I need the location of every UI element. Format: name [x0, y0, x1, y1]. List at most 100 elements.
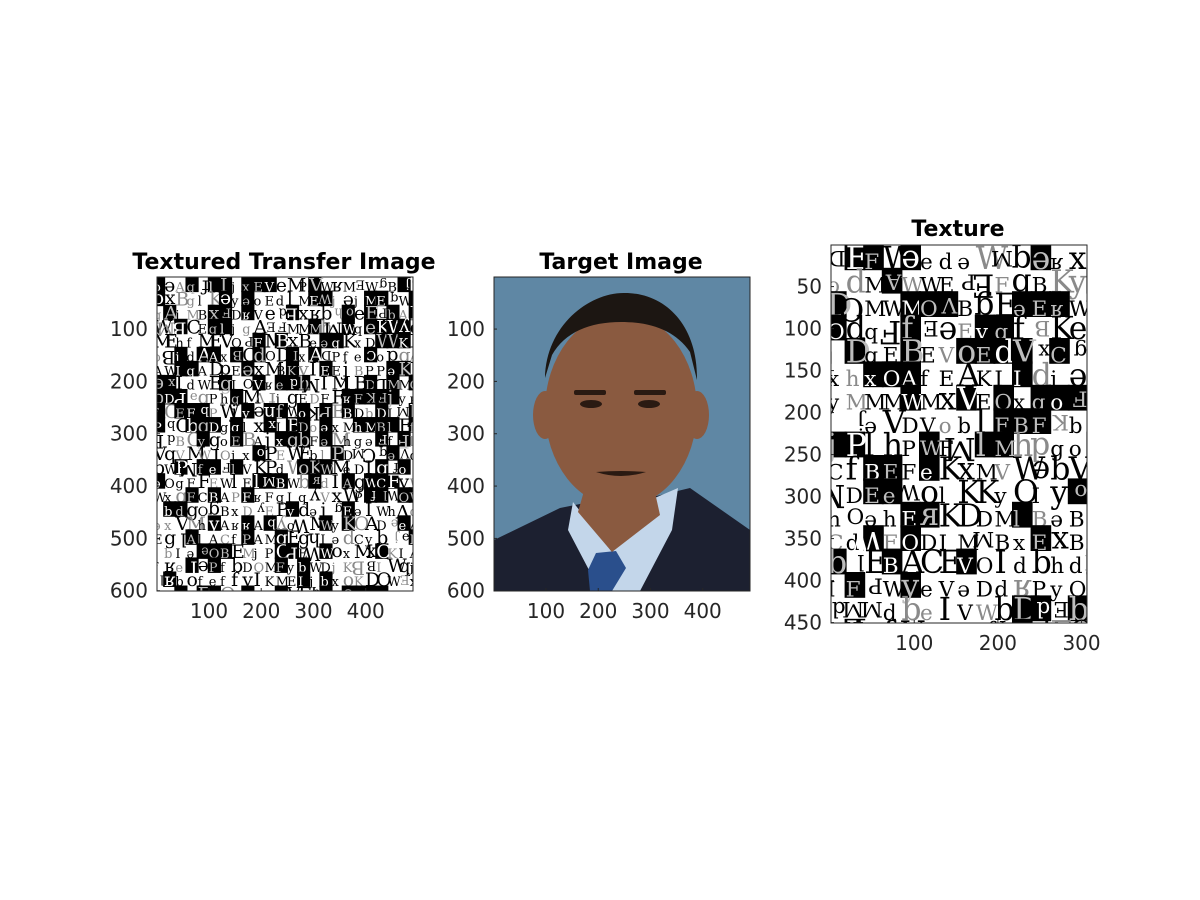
texture-cell	[285, 346, 300, 363]
texture-glyph: ʁ	[231, 519, 239, 534]
texture-cell	[185, 360, 199, 377]
texture-glyph: F	[1050, 615, 1072, 651]
texture-glyph: I	[175, 373, 182, 395]
texture-glyph: ʁ	[164, 569, 176, 591]
texture-glyph: D	[976, 578, 993, 603]
texture-glyph: d	[343, 527, 355, 549]
texture-cell	[386, 304, 400, 321]
texture-glyph: F	[397, 430, 410, 452]
texture-glyph: l	[220, 323, 224, 338]
texture-glyph: K	[976, 367, 993, 392]
texture-glyph: P	[244, 333, 253, 348]
panel2-title: Target Image	[539, 250, 702, 275]
texture-glyph: W	[897, 479, 920, 504]
texture-glyph: ə	[957, 250, 970, 275]
texture-cell	[1012, 338, 1033, 364]
portrait-brow-right	[634, 390, 666, 395]
texture-glyph: o	[410, 317, 421, 339]
texture-glyph: E	[231, 435, 241, 450]
texture-cell	[919, 455, 940, 481]
y-tick-label: 250	[784, 443, 822, 467]
texture-glyph: g	[231, 583, 243, 605]
texture-glyph: g	[220, 421, 228, 436]
texture-cell	[319, 515, 333, 531]
y-tick-label: 100	[447, 317, 485, 341]
texture-glyph: l	[827, 414, 834, 439]
texture-cell	[241, 487, 255, 503]
texture-glyph: b	[901, 592, 921, 628]
texture-glyph: O	[354, 513, 370, 535]
y-tick-label: 200	[784, 401, 822, 425]
texture-cell	[319, 585, 333, 591]
texture-glyph: O	[220, 583, 236, 605]
texture-glyph: I	[994, 367, 1003, 392]
texture-glyph: M	[343, 280, 356, 295]
texture-glyph: l	[410, 435, 414, 450]
texture-cell	[386, 332, 400, 349]
texture-glyph: M	[298, 323, 311, 338]
texture-cell	[297, 374, 311, 391]
texture-glyph: M	[352, 445, 365, 460]
texture-glyph: K	[410, 359, 425, 381]
texture-glyph: B	[198, 308, 208, 323]
texture-glyph: l	[383, 487, 387, 502]
texture-glyph: e	[354, 351, 362, 366]
texture-glyph: F	[1072, 385, 1087, 410]
texture-glyph: C	[220, 533, 230, 548]
texture-glyph: ə	[320, 435, 328, 450]
texture-cell	[1049, 384, 1070, 411]
texture-cell	[207, 459, 221, 475]
texture-cell	[218, 290, 233, 307]
texture-cell	[241, 529, 255, 545]
texture-cell	[375, 585, 389, 591]
texture-glyph: P	[209, 561, 218, 576]
texture-cell	[207, 515, 221, 531]
texture-glyph: P	[298, 280, 307, 295]
texture-cell	[330, 445, 344, 461]
texture-cell	[397, 459, 411, 475]
texture-glyph: f	[220, 575, 226, 590]
texture-glyph: e	[354, 583, 365, 605]
y-tick-label: 300	[784, 485, 822, 509]
texture-glyph: x	[1051, 524, 1069, 560]
texture-glyph: M	[387, 589, 400, 604]
texture-glyph: O	[920, 297, 938, 322]
texture-glyph: B	[209, 491, 219, 506]
texture-glyph: o	[346, 305, 354, 320]
texture-cell	[174, 459, 188, 475]
texture-cell	[408, 374, 413, 391]
texture-cell	[352, 585, 367, 591]
texture-glyph: E	[343, 505, 353, 520]
texture-glyph: E	[1032, 297, 1048, 322]
texture-glyph: W	[883, 297, 906, 322]
texture-glyph: j	[251, 547, 257, 562]
texture-glyph: D	[846, 484, 863, 509]
texture-glyph: F	[186, 477, 195, 492]
texture-cell	[263, 473, 277, 489]
texture-glyph: W	[289, 514, 309, 536]
texture-glyph: E	[298, 393, 308, 408]
texture-cell	[252, 473, 266, 489]
texture-glyph: b	[186, 415, 198, 437]
texture-glyph: D	[376, 519, 386, 534]
texture-glyph: o	[939, 414, 952, 439]
texture-cell	[1067, 384, 1087, 411]
texture-cell	[297, 417, 311, 433]
texture-glyph: q	[287, 429, 299, 451]
texture-glyph: q	[1087, 297, 1101, 322]
texture-glyph: F	[265, 491, 274, 506]
texture-glyph: ə	[343, 288, 354, 310]
texture-cell	[241, 290, 255, 307]
texture-glyph: K	[387, 547, 397, 562]
texture-glyph: P	[209, 407, 218, 422]
texture-glyph: ʁ	[265, 379, 273, 394]
texture-glyph: B	[233, 347, 243, 362]
texture-glyph: W	[883, 578, 906, 603]
texture-glyph: ə	[242, 359, 253, 381]
texture-glyph: d	[1030, 430, 1050, 466]
texture-glyph: V	[252, 379, 263, 394]
texture-glyph: j	[173, 351, 179, 366]
texture-glyph: b	[298, 471, 310, 493]
texture-glyph: O	[243, 375, 254, 390]
texture-cell	[397, 487, 411, 503]
